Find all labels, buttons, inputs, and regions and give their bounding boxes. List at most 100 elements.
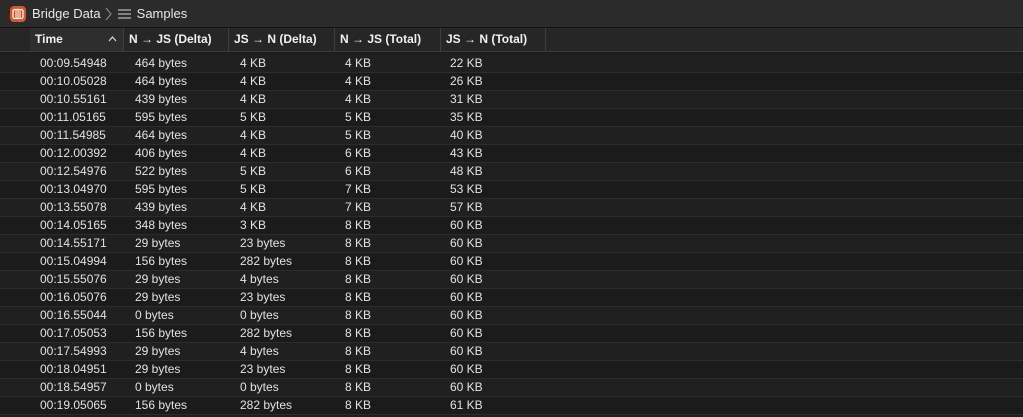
n-js-delta-cell: 0 bytes xyxy=(135,308,174,322)
n-js-delta-cell: 439 bytes xyxy=(135,200,188,214)
js-n-delta-cell: 5 KB xyxy=(240,110,267,124)
n-js-delta-cell: 29 bytes xyxy=(135,290,181,304)
js-n-total-cell: 22 KB xyxy=(450,56,483,70)
js-n-delta-cell: 282 bytes xyxy=(240,398,293,412)
time-cell: 00:09.54948 xyxy=(40,56,107,70)
time-cell: 00:17.54993 xyxy=(40,344,107,358)
time-cell: 00:11.05165 xyxy=(40,110,106,124)
breadcrumb-bridge-data[interactable]: Bridge Data xyxy=(32,6,101,21)
column-header-n-js-total[interactable]: N → JS (Total) xyxy=(335,28,441,51)
n-js-delta-cell: 595 bytes xyxy=(135,182,188,196)
time-cell: 00:10.55161 xyxy=(40,92,107,106)
table-header: Time N → JS (Delta) JS → N (Delta) N → J… xyxy=(0,28,1023,52)
js-n-total-cell: 60 KB xyxy=(450,290,483,304)
time-cell: 00:11.54985 xyxy=(40,128,106,142)
n-js-delta-cell: 29 bytes xyxy=(135,236,181,250)
n-js-total-cell: 8 KB xyxy=(345,290,372,304)
n-js-total-cell: 6 KB xyxy=(345,164,372,178)
breadcrumb: Bridge Data Samples xyxy=(0,0,1023,28)
js-n-total-cell: 61 KB xyxy=(450,398,483,412)
table-row[interactable]: 00:09.54948 464 bytes 4 KB 4 KB 22 KB xyxy=(0,55,1023,73)
js-n-total-cell: 57 KB xyxy=(450,200,483,214)
js-n-delta-cell: 0 bytes xyxy=(240,380,279,394)
instrument-icon[interactable] xyxy=(10,5,26,22)
table-row[interactable]: 00:13.55078 439 bytes 4 KB 7 KB 57 KB xyxy=(0,199,1023,217)
table-row[interactable]: 00:12.54976 522 bytes 5 KB 6 KB 48 KB xyxy=(0,163,1023,181)
column-header-time[interactable]: Time xyxy=(30,28,124,51)
n-js-total-cell: 5 KB xyxy=(345,128,372,142)
table-row[interactable]: 00:15.55076 29 bytes 4 bytes 8 KB 60 KB xyxy=(0,271,1023,289)
n-js-delta-cell: 464 bytes xyxy=(135,128,188,142)
js-n-total-cell: 48 KB xyxy=(450,164,483,178)
time-cell: 00:17.05053 xyxy=(40,326,107,340)
table-row[interactable]: 00:14.05165 348 bytes 3 KB 8 KB 60 KB xyxy=(0,217,1023,235)
time-cell: 00:16.55044 xyxy=(40,308,107,322)
n-js-delta-cell: 156 bytes xyxy=(135,398,188,412)
table-row[interactable]: 00:18.04951 29 bytes 23 bytes 8 KB 60 KB xyxy=(0,361,1023,379)
js-n-delta-cell: 23 bytes xyxy=(240,290,286,304)
n-js-delta-cell: 29 bytes xyxy=(135,344,181,358)
js-n-total-cell: 60 KB xyxy=(450,272,483,286)
table-row[interactable]: 00:17.54993 29 bytes 4 bytes 8 KB 60 KB xyxy=(0,343,1023,361)
column-header-js-n-total[interactable]: JS → N (Total) xyxy=(441,28,546,51)
table-row[interactable]: 00:10.55161 439 bytes 4 KB 4 KB 31 KB xyxy=(0,91,1023,109)
n-js-delta-cell: 348 bytes xyxy=(135,218,188,232)
table-row[interactable]: 00:17.05053 156 bytes 282 bytes 8 KB 60 KB xyxy=(0,325,1023,343)
js-n-total-cell: 60 KB xyxy=(450,254,483,268)
js-n-total-cell: 31 KB xyxy=(450,92,483,106)
js-n-delta-cell: 5 KB xyxy=(240,164,267,178)
n-js-delta-cell: 464 bytes xyxy=(135,74,188,88)
n-js-total-cell: 8 KB xyxy=(345,308,372,322)
js-n-delta-cell: 4 KB xyxy=(240,56,267,70)
time-cell: 00:18.04951 xyxy=(40,362,107,376)
n-js-delta-cell: 464 bytes xyxy=(135,56,188,70)
n-js-delta-cell: 406 bytes xyxy=(135,146,188,160)
column-header-label: JS → N (Delta) xyxy=(234,32,317,46)
js-n-delta-cell: 282 bytes xyxy=(240,326,293,340)
table-row[interactable]: 00:14.55171 29 bytes 23 bytes 8 KB 60 KB xyxy=(0,235,1023,253)
js-n-total-cell: 60 KB xyxy=(450,380,483,394)
js-n-total-cell: 40 KB xyxy=(450,128,483,142)
js-n-delta-cell: 4 KB xyxy=(240,74,267,88)
table-row[interactable]: 00:18.54957 0 bytes 0 bytes 8 KB 60 KB xyxy=(0,379,1023,397)
n-js-total-cell: 7 KB xyxy=(345,182,372,196)
time-cell: 00:12.54976 xyxy=(40,164,107,178)
table-row[interactable]: 00:16.05076 29 bytes 23 bytes 8 KB 60 KB xyxy=(0,289,1023,307)
js-n-delta-cell: 4 bytes xyxy=(240,272,279,286)
table-row[interactable]: 00:16.55044 0 bytes 0 bytes 8 KB 60 KB xyxy=(0,307,1023,325)
js-n-delta-cell: 4 KB xyxy=(240,146,267,160)
js-n-delta-cell: 282 bytes xyxy=(240,254,293,268)
n-js-total-cell: 8 KB xyxy=(345,380,372,394)
n-js-delta-cell: 0 bytes xyxy=(135,380,174,394)
column-header-n-js-delta[interactable]: N → JS (Delta) xyxy=(124,28,229,51)
column-header-label: N → JS (Delta) xyxy=(129,32,212,46)
n-js-delta-cell: 156 bytes xyxy=(135,254,188,268)
time-cell: 00:12.00392 xyxy=(40,146,107,160)
js-n-total-cell: 60 KB xyxy=(450,308,483,322)
n-js-total-cell: 7 KB xyxy=(345,200,372,214)
n-js-total-cell: 8 KB xyxy=(345,362,372,376)
column-header-js-n-delta[interactable]: JS → N (Delta) xyxy=(229,28,335,51)
table-row[interactable]: 00:12.00392 406 bytes 4 KB 6 KB 43 KB xyxy=(0,145,1023,163)
breadcrumb-samples[interactable]: Samples xyxy=(136,6,188,21)
js-n-delta-cell: 3 KB xyxy=(240,218,267,232)
list-icon xyxy=(117,8,131,19)
js-n-delta-cell: 4 bytes xyxy=(240,344,279,358)
table-row[interactable]: 00:11.54985 464 bytes 4 KB 5 KB 40 KB xyxy=(0,127,1023,145)
chevron-right-icon xyxy=(105,7,112,21)
table-row[interactable]: 00:13.04970 595 bytes 5 KB 7 KB 53 KB xyxy=(0,181,1023,199)
table-row[interactable]: 00:11.05165 595 bytes 5 KB 5 KB 35 KB xyxy=(0,109,1023,127)
table-row[interactable]: 00:15.04994 156 bytes 282 bytes 8 KB 60 KB xyxy=(0,253,1023,271)
table-row[interactable]: 00:10.05028 464 bytes 4 KB 4 KB 26 KB xyxy=(0,73,1023,91)
n-js-total-cell: 4 KB xyxy=(345,74,372,88)
table-row[interactable]: 00:19.05065 156 bytes 282 bytes 8 KB 61 KB xyxy=(0,397,1023,415)
n-js-delta-cell: 439 bytes xyxy=(135,92,188,106)
js-n-total-cell: 60 KB xyxy=(450,362,483,376)
n-js-total-cell: 4 KB xyxy=(345,56,372,70)
chevron-up-icon xyxy=(108,28,117,51)
column-header-label: N → JS (Total) xyxy=(340,32,422,46)
n-js-total-cell: 8 KB xyxy=(345,398,372,412)
n-js-delta-cell: 29 bytes xyxy=(135,272,181,286)
n-js-total-cell: 8 KB xyxy=(345,326,372,340)
